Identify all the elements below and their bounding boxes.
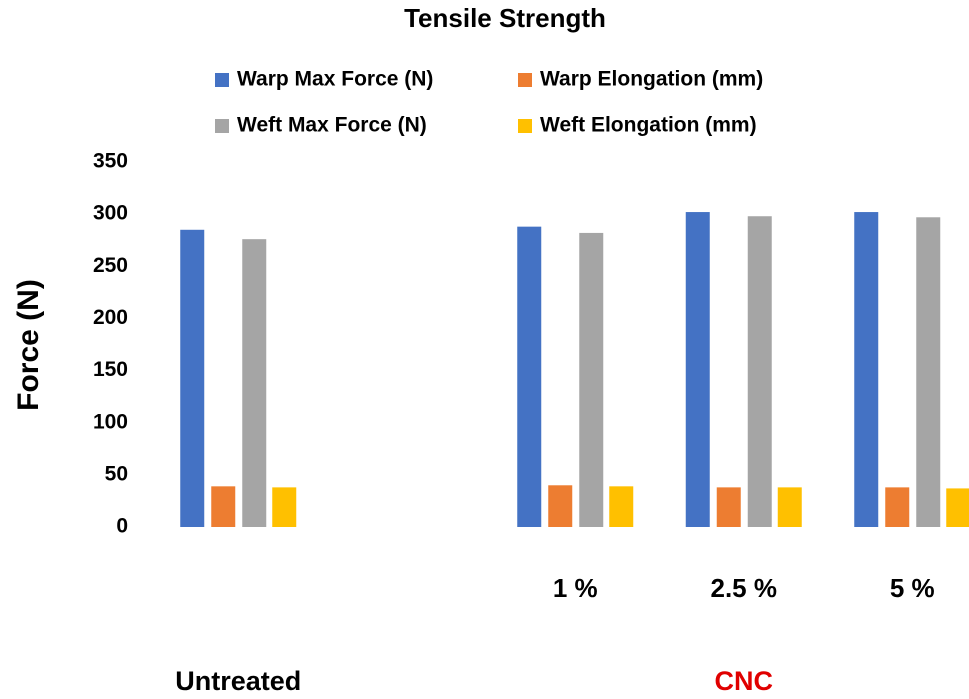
group-label: Untreated (175, 666, 301, 696)
bar (716, 487, 741, 527)
chart-title: Tensile Strength (404, 3, 606, 33)
legend-label: Weft Max Force (N) (237, 114, 427, 137)
bar (946, 488, 969, 527)
bar (579, 232, 604, 527)
y-tick-label: 50 (105, 462, 128, 485)
bar (272, 487, 297, 527)
y-tick-label: 0 (116, 515, 128, 538)
bar (211, 486, 236, 527)
x-tick-label: 5 % (890, 573, 935, 603)
legend-swatch (518, 119, 532, 133)
bar (854, 212, 879, 528)
bar (885, 487, 910, 527)
legend-swatch (518, 73, 532, 87)
legend-label: Warp Elongation (mm) (540, 68, 763, 91)
legend-label: Warp Max Force (N) (237, 68, 433, 91)
y-tick-label: 350 (93, 150, 128, 173)
bar (180, 229, 205, 528)
legend-swatch (215, 119, 229, 133)
y-tick-label: 100 (93, 410, 128, 433)
y-tick-label: 150 (93, 358, 128, 381)
bar (747, 216, 772, 527)
legend-label: Weft Elongation (mm) (540, 114, 757, 137)
bar (916, 217, 941, 527)
x-tick-label: 2.5 % (711, 573, 778, 603)
bar (548, 485, 573, 527)
y-tick-label: 300 (93, 202, 128, 225)
y-tick-label: 200 (93, 306, 128, 329)
bar (777, 487, 802, 527)
bar (609, 486, 634, 527)
legend-swatch (215, 73, 229, 87)
bar (685, 212, 710, 528)
bar (242, 239, 267, 527)
y-tick-label: 250 (93, 254, 128, 277)
bar (517, 226, 542, 527)
y-axis-label: Force (N) (12, 279, 45, 411)
x-tick-label: 1 % (553, 573, 598, 603)
group-label: CNC (715, 666, 774, 696)
